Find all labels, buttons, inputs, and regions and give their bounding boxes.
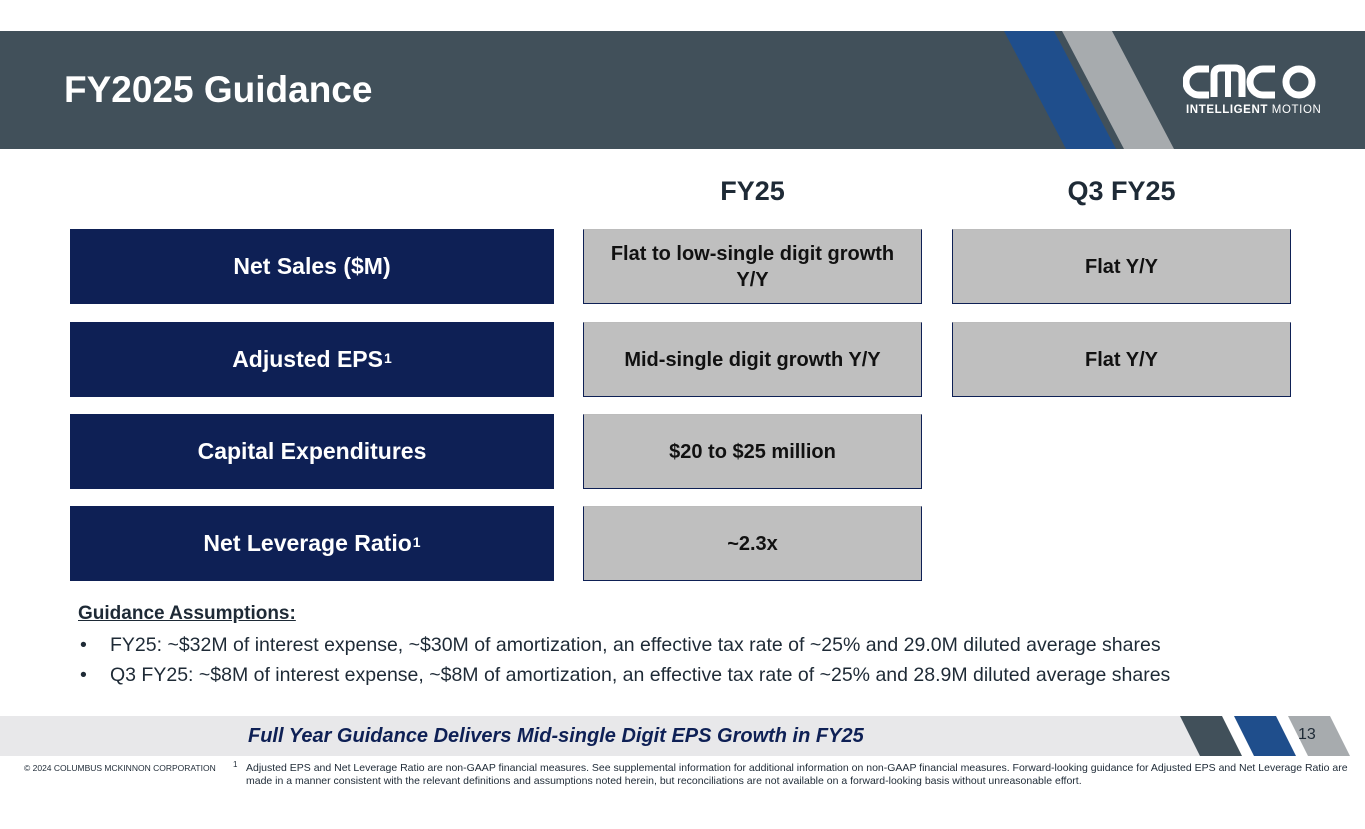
- cell-capex-fy25: $20 to $25 million: [583, 414, 922, 489]
- footer-stripe-blue: [1234, 716, 1296, 756]
- cell-adjusted-eps-q3: Flat Y/Y: [952, 322, 1291, 397]
- header-stripe-gray: [1062, 31, 1174, 149]
- page-title: FY2025 Guidance: [64, 69, 373, 110]
- cell-net-leverage-fy25: ~2.3x: [583, 506, 922, 581]
- column-header-q3-fy25: Q3 FY25: [1067, 176, 1176, 206]
- assumptions-title: Guidance Assumptions:: [78, 603, 296, 624]
- header-band: FY2025 Guidance INTELLIGENT MOTION: [0, 31, 1365, 149]
- footnote-text: Adjusted EPS and Net Leverage Ratio are …: [246, 762, 1348, 787]
- header-stripes: [1004, 31, 1174, 149]
- cell-net-sales-fy25: Flat to low-single digit growth Y/Y: [583, 229, 922, 304]
- logo-tagline: INTELLIGENT MOTION: [1186, 104, 1322, 116]
- assumption-item: • Q3 FY25: ~$8M of interest expense, ~$8M…: [80, 664, 1171, 686]
- row-label-capex: Capital Expenditures: [70, 414, 554, 489]
- footer-stripe-dark: [1180, 716, 1242, 756]
- footnote-mark: 1: [233, 760, 238, 769]
- copyright: © 2024 COLUMBUS MCKINNON CORPORATION: [24, 763, 216, 773]
- cell-net-sales-q3: Flat Y/Y: [952, 229, 1291, 304]
- footer-stripes: [1180, 716, 1350, 756]
- column-header-fy25: FY25: [720, 176, 785, 206]
- header-stripe-blue: [1004, 31, 1116, 149]
- page-number: 13: [1298, 726, 1316, 743]
- row-label-net-sales: Net Sales ($M): [70, 229, 554, 304]
- company-logo: [1183, 64, 1316, 99]
- footer-stripe-gray: [1288, 716, 1350, 756]
- assumption-item: • FY25: ~$32M of interest expense, ~$30M …: [80, 634, 1161, 656]
- cell-adjusted-eps-fy25: Mid-single digit growth Y/Y: [583, 322, 922, 397]
- row-label-adjusted-eps: Adjusted EPS 1: [70, 322, 554, 397]
- banner-message: Full Year Guidance Delivers Mid-single D…: [248, 725, 864, 747]
- row-label-net-leverage: Net Leverage Ratio 1: [70, 506, 554, 581]
- footer-banner: [0, 716, 1200, 756]
- footnote-ref: 1: [412, 533, 421, 550]
- footnote-ref: 1: [384, 349, 392, 366]
